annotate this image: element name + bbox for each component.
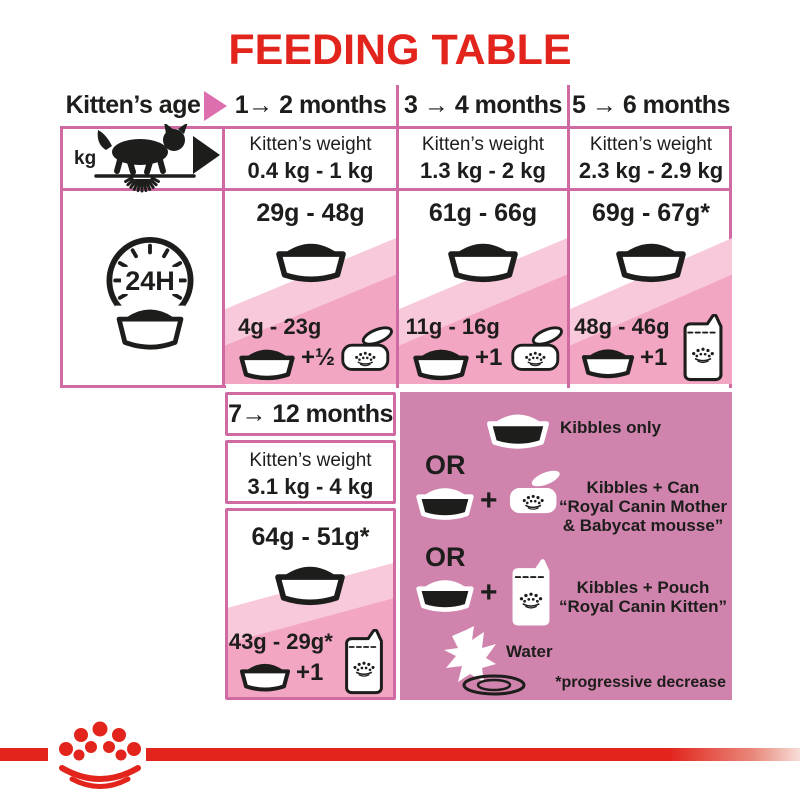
weight-range: 3.1 kg - 4 kg [247, 474, 374, 499]
grid-vline-2 [396, 85, 399, 388]
age-box-7-12-months: 7→ 12 months [225, 392, 396, 436]
24h-clock-bowl-icon: 24H [106, 236, 194, 350]
can-icon [509, 468, 564, 514]
bowl-icon [611, 243, 691, 287]
weight-title: Kitten’s weight [589, 134, 713, 155]
or-label: OR [425, 542, 466, 572]
weight-title: Kitten’s weight [249, 450, 372, 471]
kibbles-amount: 64g - 51g* [251, 523, 370, 551]
weight-range: 0.4 kg - 1 kg [247, 158, 374, 183]
grid-hline-section-bottom [60, 385, 226, 388]
weight-cell-3: Kitten’s weight 2.3 kg - 2.9 kg [570, 131, 732, 187]
kibbles-only-label: Kibbles only [560, 418, 662, 437]
pouch-icon [512, 559, 550, 626]
brand-bar-right [146, 748, 800, 761]
mix-add-amount: +1 [475, 344, 503, 371]
weight-cell-1: Kitten’s weight 0.4 kg - 1 kg [225, 131, 396, 187]
kibbles-can-label: Kibbles + Can “Royal Canin Mother & Baby… [558, 478, 728, 535]
kibbles-amount: 61g - 66g [428, 199, 538, 227]
bowl-icon [270, 566, 350, 610]
black-arrow-icon [193, 136, 220, 174]
mix-add-amount: +1 [640, 344, 668, 371]
weight-cell-2: Kitten’s weight 1.3 kg - 2 kg [399, 131, 567, 187]
feeding-cell-7-12-months: 64g - 51g* 43g - 29g* +1 [225, 508, 396, 700]
grid-vline-3 [567, 85, 570, 388]
page-title: FEEDING TABLE [228, 26, 572, 74]
grid-vline-1 [222, 126, 225, 388]
bowl-icon [412, 580, 478, 616]
kibbles-amount: 29g - 48g [256, 199, 365, 227]
column-header-3-4-months: 3 → 4 months [404, 91, 562, 119]
weight-box-7-12-months: Kitten’s weight 3.1 kg - 4 kg [225, 440, 396, 504]
plus-sign: + [480, 576, 498, 609]
column-header-1-2-months: 1→ 2 months [234, 91, 387, 119]
feeding-cell-1-2-months: 29g - 48g 4g - 23g +½ [225, 192, 396, 384]
mix-amount: 11g - 16g [405, 314, 500, 339]
mix-amount: 4g - 23g [238, 314, 322, 339]
kibbles-pouch-label: Kibbles + Pouch “Royal Canin Kitten” [558, 578, 728, 616]
bowl-icon [578, 349, 638, 382]
plus-sign: + [480, 484, 498, 517]
brand-bar-left [0, 748, 48, 761]
column-header-7-12-months: 7→ 12 months [228, 400, 393, 428]
bowl-icon [443, 243, 523, 287]
feeding-cell-3-4-months: 61g - 66g 11g - 16g +1 [399, 192, 567, 384]
bowl-icon [236, 663, 294, 695]
grid-vline-left [60, 126, 63, 388]
bowl-icon [235, 349, 299, 384]
24h-label: 24H [125, 266, 175, 296]
bowl-icon [409, 349, 473, 384]
kg-label: kg [74, 148, 96, 169]
weight-range: 1.3 kg - 2 kg [420, 158, 546, 183]
weight-title: Kitten’s weight [249, 134, 372, 155]
bowl-icon [271, 243, 351, 287]
age-row-label: Kitten’s age [65, 91, 201, 119]
legend-panel: Kibbles only OR + Kibbles + Can “Royal C… [400, 392, 732, 700]
feeding-cell-5-6-months: 69g - 67g* 48g - 46g +1 [570, 192, 732, 384]
column-header-5-6-months: 5 → 6 months [572, 91, 730, 119]
water-icon [444, 626, 526, 696]
royal-canin-crown-logo [59, 721, 141, 789]
mix-add-amount: +1 [296, 659, 324, 686]
pouch-icon [345, 629, 383, 695]
water-label: Water [506, 642, 553, 661]
pouch-icon [683, 314, 723, 382]
mix-amount: 43g - 29g* [228, 629, 333, 654]
mix-add-amount: +½ [301, 344, 336, 371]
bowl-icon [482, 414, 554, 453]
weight-range: 2.3 kg - 2.9 kg [578, 158, 724, 183]
can-icon [511, 326, 566, 371]
kibbles-amount: 69g - 67g* [591, 199, 711, 227]
or-label: OR [425, 450, 466, 480]
progressive-decrease-note: *progressive decrease [555, 674, 726, 691]
kitten-on-scale-icon: kg [74, 124, 196, 193]
bowl-icon [412, 488, 478, 524]
pink-arrow-icon [204, 91, 227, 121]
weight-title: Kitten’s weight [421, 134, 545, 155]
can-icon [341, 326, 396, 371]
mix-amount: 48g - 46g [574, 314, 670, 339]
